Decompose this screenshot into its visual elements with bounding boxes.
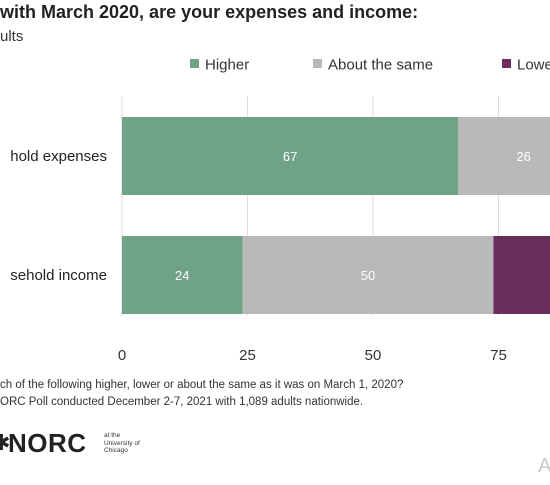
bar-segment-about-the-same-0 xyxy=(458,117,550,195)
bar-segment-higher-1 xyxy=(122,236,243,314)
legend-label-higher: Higher xyxy=(205,56,250,74)
chart-legend: Higher About the same Lowe xyxy=(0,56,550,78)
legend-label-about-the-same: About the same xyxy=(328,56,434,74)
chart-title: with March 2020, are your expenses and i… xyxy=(0,2,419,22)
legend-swatch-lower xyxy=(502,59,511,69)
logo-wordmark: NORC xyxy=(8,428,87,458)
source-note: ORC Poll conducted December 2-7, 2021 wi… xyxy=(0,396,364,408)
question-note: ch of the following higher, lower or abo… xyxy=(0,379,404,391)
legend-label-lower: Lowe xyxy=(517,56,550,74)
ap-watermark: A xyxy=(538,455,550,477)
data-label-higher-1: 24 xyxy=(175,268,189,283)
legend-item-lower: Lowe xyxy=(502,56,550,76)
stacked-bar-chart: 67 26 hold expenses 24 50 sehold income 0 25 50 7… xyxy=(10,96,550,364)
category-label-0: hold expenses xyxy=(10,148,107,165)
legend-item-about-the-same: About the same xyxy=(313,56,433,76)
bar-segment-about-the-same-1 xyxy=(242,236,494,314)
x-tick-label-50: 50 xyxy=(365,347,382,364)
data-label-higher-0: 67 xyxy=(283,149,297,164)
x-tick-label-75: 75 xyxy=(490,347,507,364)
legend-item-higher: Higher xyxy=(190,56,249,76)
category-label-1: sehold income xyxy=(10,267,107,284)
asterisk-icon: ✱ xyxy=(0,430,11,455)
x-tick-label-25: 25 xyxy=(239,347,256,364)
bar-segment-lowe-1 xyxy=(493,236,550,314)
bar-segment-higher-0 xyxy=(122,117,459,195)
chart-subtitle: ults xyxy=(0,28,24,45)
x-tick-label-0: 0 xyxy=(118,347,126,364)
legend-swatch-higher xyxy=(190,59,199,69)
data-label-about-the-same-0: 26 xyxy=(516,149,530,164)
logo-tagline: at the University of Chicago xyxy=(104,432,140,454)
data-label-about-the-same-1: 50 xyxy=(361,268,375,283)
legend-swatch-about-the-same xyxy=(313,59,322,69)
